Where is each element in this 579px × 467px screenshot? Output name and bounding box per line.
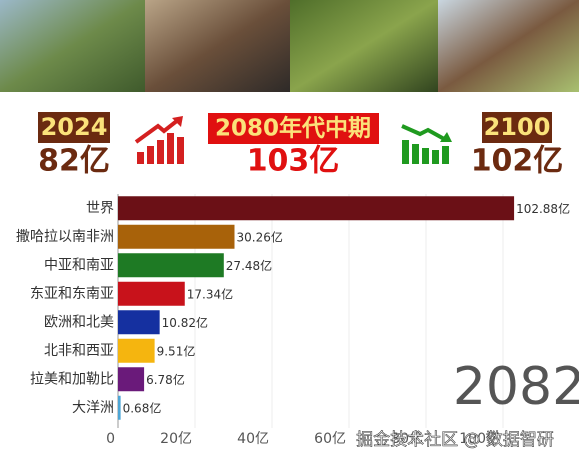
x-tick-label: 80亿 [391, 431, 423, 447]
bar [118, 196, 515, 221]
x-tick-label: 20亿 [160, 431, 192, 447]
value-label: 102.88亿 [516, 201, 570, 216]
x-tick-label: 40亿 [237, 431, 269, 447]
value-label: 10.82亿 [162, 315, 208, 330]
y-tick-label: 北非和西亚 [44, 343, 114, 359]
header-value: 82亿 [38, 144, 110, 179]
header-year: 2100 [484, 113, 551, 141]
watermark: 掘金技术社区 @ 数据智研 [356, 430, 554, 450]
y-tick-label: 中亚和南亚 [44, 257, 114, 273]
header-year: 2080年代中期 [215, 115, 371, 142]
y-tick-label: 欧洲和北美 [44, 314, 114, 330]
bar [118, 253, 224, 278]
header-value: 102亿 [471, 144, 564, 179]
bar [118, 224, 235, 249]
x-tick-label: 100亿 [459, 431, 500, 447]
photo-strip [0, 0, 579, 92]
x-tick-label: 60亿 [314, 431, 346, 447]
y-tick-label: 大洋洲 [72, 400, 114, 416]
bar [118, 367, 145, 392]
bar [118, 281, 185, 306]
value-label: 9.51亿 [157, 343, 196, 358]
value-label: 30.26亿 [237, 229, 283, 244]
y-tick-label: 撒哈拉以南非洲 [16, 229, 114, 245]
year-label: 2082 [453, 357, 579, 417]
y-tick-label: 世界 [86, 200, 114, 216]
x-tick-label: 0 [106, 431, 115, 447]
bar [118, 338, 155, 363]
y-tick-label: 东亚和东南亚 [30, 286, 114, 302]
value-label: 27.48亿 [226, 258, 272, 273]
down-icon [401, 124, 452, 164]
header-year: 2024 [41, 113, 108, 141]
value-label: 6.78亿 [146, 372, 185, 387]
bar [118, 310, 160, 335]
header-value: 103亿 [247, 144, 340, 179]
up-icon [134, 116, 184, 164]
y-tick-label: 拉美和加勒比 [30, 371, 114, 387]
bar [118, 395, 121, 420]
header: 2024 82亿 2080年代中期 103亿 2100 102亿 [38, 112, 563, 179]
value-label: 17.34亿 [187, 286, 233, 301]
value-label: 0.68亿 [123, 400, 162, 415]
